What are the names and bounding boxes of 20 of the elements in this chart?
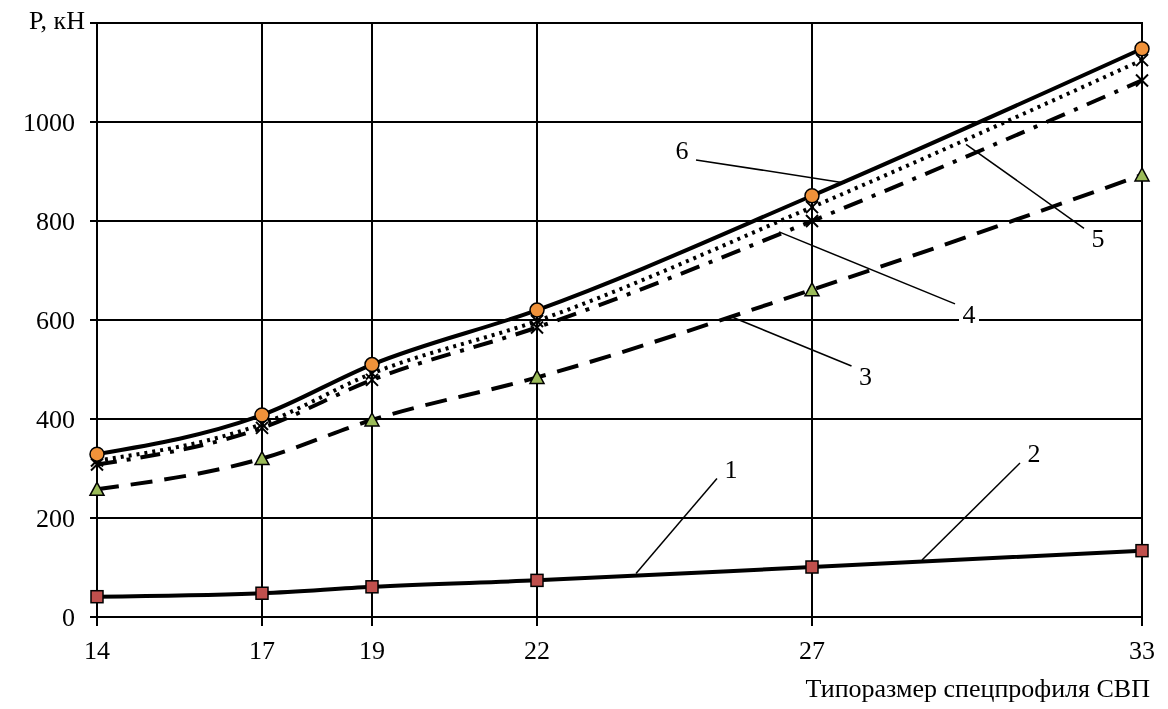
y-tick-label: 800 — [36, 207, 75, 237]
x-tick-label: 33 — [1129, 636, 1155, 665]
annotation: 2 — [1027, 439, 1041, 469]
x-tick-label: 22 — [524, 636, 550, 665]
y-tick-label: 600 — [36, 306, 75, 336]
y-tick-label: 0 — [62, 603, 75, 633]
x-tick-label: 19 — [359, 636, 385, 665]
y-axis-title: P, кН — [29, 6, 86, 35]
x-tick-label: 17 — [249, 636, 275, 665]
annotation: 5 — [1091, 224, 1105, 254]
annotation: 3 — [859, 362, 872, 392]
x-axis-title: Типоразмер спецпрофиля СВП — [805, 674, 1151, 703]
y-tick-label: 200 — [36, 504, 75, 534]
y-tick-label: 400 — [36, 405, 75, 435]
annotation: 1 — [724, 454, 738, 484]
annotation: 4 — [962, 299, 976, 329]
annotation: 6 — [675, 135, 689, 165]
x-tick-label: 14 — [84, 636, 110, 665]
x-tick-label: 27 — [799, 636, 825, 665]
y-tick-label: 1000 — [23, 108, 75, 138]
